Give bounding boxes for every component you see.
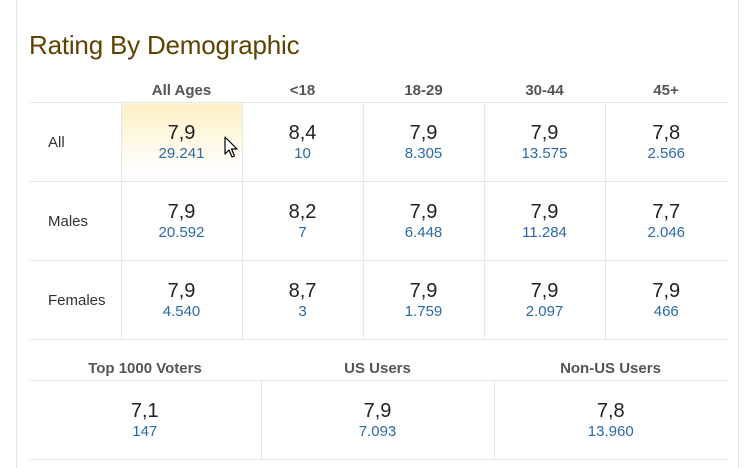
column-header-18-29: 18-29 (363, 78, 484, 103)
rating-cell: 7,9 29.241 (121, 102, 243, 182)
rating-value: 8,7 (288, 279, 317, 302)
rating-cell: 7,9 6.448 (363, 181, 485, 261)
votes-link[interactable]: 2.097 (525, 302, 564, 320)
column-header-all-ages: All Ages (121, 78, 242, 103)
column-header-row: All Ages <18 18-29 30-44 45+ (29, 78, 727, 103)
rating-cell: 8,7 3 (242, 260, 364, 340)
rating-value: 7,8 (596, 399, 625, 422)
column-header-non-us-users: Non-US Users (494, 356, 727, 381)
votes-link[interactable]: 466 (653, 302, 679, 320)
rating-cell: 7,1 147 (29, 380, 262, 460)
votes-link[interactable]: 3 (298, 302, 307, 320)
rating-value: 7,9 (409, 200, 438, 223)
rating-cell: 8,4 10 (242, 102, 364, 182)
votes-link[interactable]: 147 (132, 422, 158, 440)
row-label-all: All (29, 102, 122, 182)
votes-link[interactable]: 2.566 (647, 144, 686, 162)
rating-cell: 7,7 2.046 (605, 181, 727, 261)
rating-value: 8,2 (288, 200, 317, 223)
column-header-45-plus: 45+ (605, 78, 727, 103)
votes-link[interactable]: 11.284 (522, 223, 567, 241)
rating-value: 7,9 (167, 200, 196, 223)
votes-link[interactable]: 7.093 (358, 422, 397, 440)
page-title: Rating By Demographic (29, 30, 300, 60)
table-row-males: Males 7,9 20.592 8,2 7 7,9 6.448 7,9 11.… (29, 181, 727, 261)
rating-cell: 7,9 4.540 (121, 260, 243, 340)
rating-cell: 7,9 8.305 (363, 102, 485, 182)
votes-link[interactable]: 4.540 (162, 302, 201, 320)
demographic-table: All Ages <18 18-29 30-44 45+ All 7,9 29.… (29, 78, 727, 340)
rating-value: 7,9 (167, 279, 196, 302)
votes-link[interactable]: 13.575 (521, 144, 568, 162)
table-row-all: All 7,9 29.241 8,4 10 7,9 8.305 7,9 13.5… (29, 102, 727, 182)
row-label-females: Females (29, 260, 122, 340)
votes-link[interactable]: 8.305 (404, 144, 443, 162)
rating-cell: 7,8 2.566 (605, 102, 727, 182)
rating-cell: 7,9 20.592 (121, 181, 243, 261)
rating-cell: 7,9 1.759 (363, 260, 485, 340)
rating-cell: 7,8 13.960 (494, 380, 727, 460)
rating-value: 7,9 (530, 200, 559, 223)
rating-cell: 7,9 13.575 (484, 102, 606, 182)
rating-panel (16, 0, 739, 468)
rating-value: 7,7 (652, 200, 681, 223)
votes-link[interactable]: 29.241 (158, 144, 205, 162)
rating-value: 8,4 (288, 121, 317, 144)
voter-groups-header-row: Top 1000 Voters US Users Non-US Users (29, 356, 727, 381)
rating-cell: 8,2 7 (242, 181, 364, 261)
rating-value: 7,8 (652, 121, 681, 144)
voter-groups-table: Top 1000 Voters US Users Non-US Users 7,… (29, 356, 727, 460)
rating-cell: 7,9 7.093 (261, 380, 495, 460)
votes-link[interactable]: 1.759 (404, 302, 443, 320)
rating-value: 7,9 (530, 121, 559, 144)
rating-cell: 7,9 11.284 (484, 181, 606, 261)
column-header-30-44: 30-44 (484, 78, 605, 103)
votes-link[interactable]: 10 (294, 144, 311, 162)
rating-value: 7,9 (409, 279, 438, 302)
rating-value: 7,9 (167, 121, 196, 144)
rating-value: 7,9 (409, 121, 438, 144)
column-header-top-1000-voters: Top 1000 Voters (29, 356, 261, 381)
rating-value: 7,9 (652, 279, 681, 302)
column-header-under-18: <18 (242, 78, 363, 103)
row-label-males: Males (29, 181, 122, 261)
votes-link[interactable]: 13.960 (587, 422, 634, 440)
rating-cell: 7,9 2.097 (484, 260, 606, 340)
votes-link[interactable]: 7 (298, 223, 307, 241)
rating-value: 7,9 (530, 279, 559, 302)
votes-link[interactable]: 20.592 (158, 223, 205, 241)
corner-header (29, 78, 121, 103)
rating-value: 7,1 (130, 399, 159, 422)
rating-value: 7,9 (363, 399, 392, 422)
column-header-us-users: US Users (261, 356, 494, 381)
votes-link[interactable]: 6.448 (404, 223, 443, 241)
table-row-females: Females 7,9 4.540 8,7 3 7,9 1.759 7,9 2.… (29, 260, 727, 340)
voter-groups-row: 7,1 147 7,9 7.093 7,8 13.960 (29, 380, 727, 460)
rating-cell: 7,9 466 (605, 260, 727, 340)
votes-link[interactable]: 2.046 (647, 223, 686, 241)
